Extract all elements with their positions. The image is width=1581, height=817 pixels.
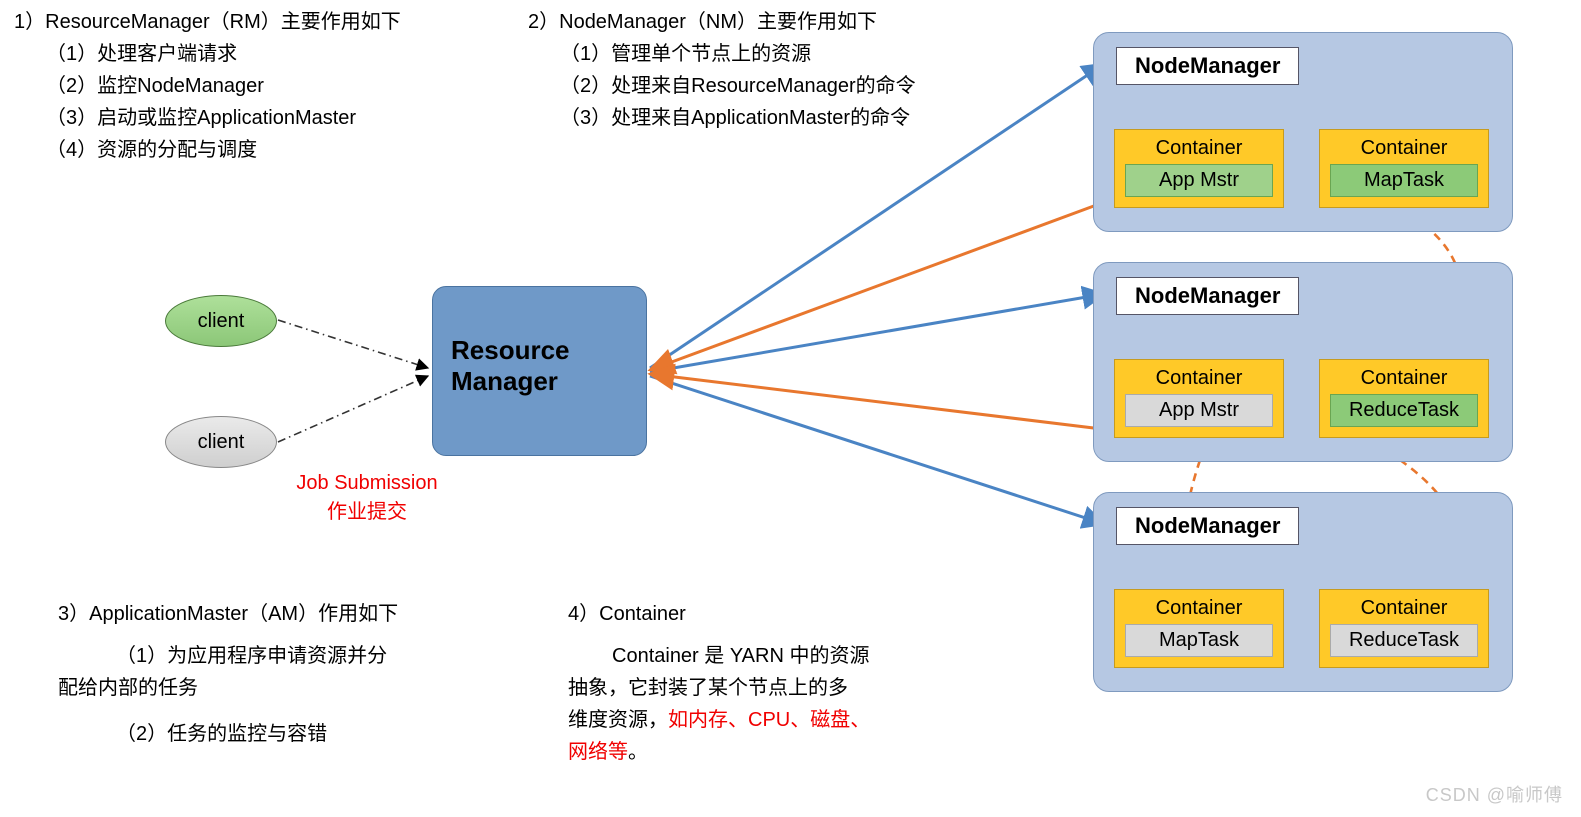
job-submission-l1: Job Submission xyxy=(282,472,452,495)
section-am: 3）ApplicationMaster（AM）作用如下 （1）为应用程序申请资源… xyxy=(58,598,398,750)
section-container: 4）Container Container 是 YARN 中的资源 抽象，它封装… xyxy=(568,598,908,768)
client-node-2: client xyxy=(165,416,277,468)
node-manager-panel-2: NodeManager Container App Mstr Container Red… xyxy=(1093,262,1513,462)
edge-client1-rm xyxy=(278,320,428,368)
edge-am1-rm xyxy=(650,200,1110,370)
client-node-1: client xyxy=(165,295,277,347)
section-rm-title: 1）ResourceManager（RM）主要作用如下 xyxy=(14,6,401,38)
section-am-l2: （2）任务的监控与容错 xyxy=(58,718,398,750)
container-label: Container xyxy=(1125,597,1273,620)
task-box: ReduceTask xyxy=(1330,394,1478,427)
section-container-l2: 抽象，它封装了某个节点上的多 xyxy=(568,672,908,704)
section-am-l1: （1）为应用程序申请资源并分 xyxy=(58,640,398,672)
section-rm-item3: （3）启动或监控ApplicationMaster xyxy=(14,102,401,134)
node-manager-title: NodeManager xyxy=(1116,47,1299,85)
task-box: App Mstr xyxy=(1125,164,1273,197)
section-container-l1: Container 是 YARN 中的资源 xyxy=(568,640,908,672)
client-label: client xyxy=(198,310,245,332)
task-box: MapTask xyxy=(1125,624,1273,657)
section-rm: 1）ResourceManager（RM）主要作用如下 （1）处理客户端请求 （… xyxy=(14,6,401,166)
section-container-title: 4）Container xyxy=(568,598,908,630)
task-box: ReduceTask xyxy=(1330,624,1478,657)
section-container-l3a: 维度资源， xyxy=(568,709,668,731)
resource-manager-node: Resource Manager xyxy=(432,286,647,456)
client-label: client xyxy=(198,431,245,453)
container-box: Container App Mstr xyxy=(1114,359,1284,438)
container-box: Container App Mstr xyxy=(1114,129,1284,208)
section-container-l4r: 网络等 xyxy=(568,741,628,763)
section-am-l1b: 配给内部的任务 xyxy=(58,672,398,704)
container-box: Container MapTask xyxy=(1114,589,1284,668)
section-container-l4: 网络等。 xyxy=(568,736,908,768)
section-nm-item1: （1）管理单个节点上的资源 xyxy=(528,38,916,70)
container-label: Container xyxy=(1125,367,1273,390)
task-box: MapTask xyxy=(1330,164,1478,197)
edge-am2-rm xyxy=(650,374,1110,430)
container-box: Container ReduceTask xyxy=(1319,589,1489,668)
section-nm: 2）NodeManager（NM）主要作用如下 （1）管理单个节点上的资源 （2… xyxy=(528,6,916,134)
edge-rm-nm3 xyxy=(650,376,1104,524)
task-box: App Mstr xyxy=(1125,394,1273,427)
job-submission-l2: 作业提交 xyxy=(282,495,452,524)
section-am-title: 3）ApplicationMaster（AM）作用如下 xyxy=(58,598,398,630)
section-container-l3: 维度资源，如内存、CPU、磁盘、 xyxy=(568,704,908,736)
section-nm-item2: （2）处理来自ResourceManager的命令 xyxy=(528,70,916,102)
rm-line2: Manager xyxy=(451,366,628,397)
edge-rm-nm2 xyxy=(650,294,1104,372)
node-manager-title: NodeManager xyxy=(1116,507,1299,545)
section-container-l3b: 如内存、CPU、磁盘、 xyxy=(668,709,870,731)
section-container-l4t: 。 xyxy=(628,741,648,763)
section-rm-item1: （1）处理客户端请求 xyxy=(14,38,401,70)
container-label: Container xyxy=(1330,367,1478,390)
watermark: CSDN @喻师傅 xyxy=(1426,781,1563,807)
section-nm-title: 2）NodeManager（NM）主要作用如下 xyxy=(528,6,916,38)
job-submission-label: Job Submission 作业提交 xyxy=(282,472,452,524)
container-box: Container MapTask xyxy=(1319,129,1489,208)
container-box: Container ReduceTask xyxy=(1319,359,1489,438)
section-nm-item3: （3）处理来自ApplicationMaster的命令 xyxy=(528,102,916,134)
rm-line1: Resource xyxy=(451,335,628,366)
section-rm-item2: （2）监控NodeManager xyxy=(14,70,401,102)
node-manager-panel-1: NodeManager Container App Mstr Container Map… xyxy=(1093,32,1513,232)
node-manager-title: NodeManager xyxy=(1116,277,1299,315)
container-label: Container xyxy=(1125,137,1273,160)
section-rm-item4: （4）资源的分配与调度 xyxy=(14,134,401,166)
container-label: Container xyxy=(1330,597,1478,620)
container-label: Container xyxy=(1330,137,1478,160)
edge-client2-rm xyxy=(278,376,428,442)
node-manager-panel-3: NodeManager Container MapTask Container Redu… xyxy=(1093,492,1513,692)
